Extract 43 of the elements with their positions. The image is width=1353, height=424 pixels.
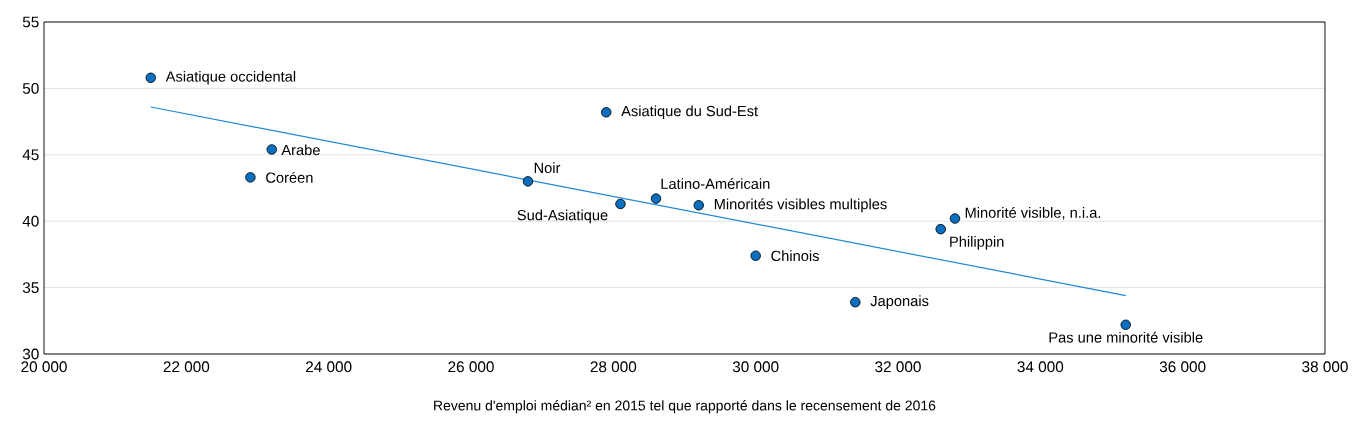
annotation: Asiatique du Sud-Est (621, 105, 758, 120)
annotation: Philippin (950, 236, 1004, 250)
x-tick-label: 30 000 (732, 361, 779, 373)
point (245, 172, 256, 183)
point (650, 193, 662, 204)
x-tick-label: 32 000 (875, 361, 921, 373)
annotation: Minorités visibles multiples (714, 198, 887, 213)
point (145, 72, 156, 83)
annotation: Sud-Asiatique (517, 209, 608, 224)
x-tick-label: 26 000 (448, 361, 494, 373)
annotation: Coréen (266, 171, 313, 183)
x-tick-label: 28 000 (590, 361, 637, 373)
y-tick-label: 50 (22, 82, 39, 94)
point (1120, 319, 1131, 330)
x-tick-label: 24 000 (306, 361, 352, 373)
x-axis-title: Revenu d'emploi médian² en 2015 tel que rapporté dans le recensement de 2016 (434, 400, 936, 414)
point (949, 213, 961, 224)
y-tick-label: 55 (22, 16, 39, 28)
y-tick-label: 45 (22, 149, 39, 161)
point (750, 250, 761, 261)
annotation: Arabe (281, 144, 320, 156)
y-tick-label: 35 (22, 282, 39, 294)
x-tick-label: 38 000 (1302, 361, 1348, 373)
x-tick-label: 34 000 (1017, 361, 1064, 373)
annotation: Minorité visible, n.i.a. (965, 206, 1101, 220)
annotation: Chinois (771, 250, 819, 262)
point (693, 200, 704, 211)
point (522, 176, 534, 187)
annotation: Pas une minorité visible (1049, 331, 1203, 343)
y-tick-label: 30 (22, 348, 39, 360)
point (935, 223, 946, 235)
annotation: Noir (534, 162, 561, 174)
annotation: Latino-Américain (661, 178, 770, 190)
annotation: Japonais (870, 295, 929, 310)
annotation: Asiatique occidental (165, 70, 296, 85)
point (615, 198, 626, 210)
point (850, 296, 861, 308)
point (601, 107, 612, 118)
point (266, 144, 277, 155)
x-tick-label: 36 000 (1159, 361, 1206, 373)
x-tick-label: 20 000 (21, 361, 67, 373)
x-tick-label: 22 000 (163, 361, 210, 373)
y-tick-label: 40 (22, 215, 39, 227)
